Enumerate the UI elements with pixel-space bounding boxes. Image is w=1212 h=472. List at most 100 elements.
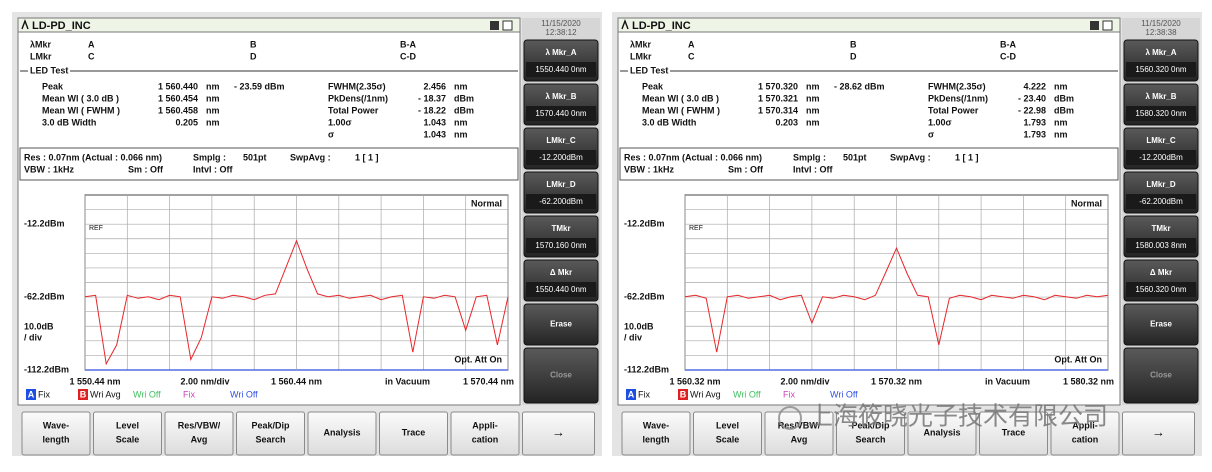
setting: Sm : Off (128, 164, 164, 174)
softkey[interactable] (1123, 303, 1199, 346)
setting: VBW : 1kHz (24, 164, 75, 174)
x-tick-label: 1 550.44 nm (69, 376, 120, 386)
result-unit: nm (206, 105, 220, 115)
result-unit: nm (1054, 129, 1068, 139)
result-label: PkDens(/1nm) (328, 93, 388, 103)
function-button[interactable] (21, 411, 91, 456)
function-button[interactable] (164, 411, 234, 456)
button-label: Analysis (323, 427, 360, 437)
marker-label: D (850, 51, 857, 61)
button-label: Analysis (923, 427, 960, 437)
softkey-value: 1560.320 0nm (1135, 65, 1186, 74)
function-button[interactable] (1050, 411, 1120, 456)
setting: SwpAvg : (890, 152, 931, 162)
function-button[interactable] (979, 411, 1048, 456)
section-title: LED Test (630, 65, 668, 75)
softkey-label: Δ Mkr (1150, 268, 1172, 277)
watermark-logo (778, 406, 802, 430)
setting: Res : 0.07nm (Actual : 0.066 nm) (624, 152, 762, 162)
watermark: 上海筱晓光子技术有限公司 (808, 403, 1108, 431)
result-value: 1 570.314 (758, 105, 798, 115)
settings-box (619, 147, 1119, 181)
result-unit: nm (806, 81, 820, 91)
result-unit: nm (1054, 81, 1068, 91)
function-button[interactable] (379, 411, 448, 456)
softkey-value-box (1126, 282, 1196, 297)
softkey-value-box (526, 194, 596, 209)
button-label: Avg (791, 434, 808, 444)
softkey[interactable] (523, 347, 599, 404)
x-tick-label: 1 570.44 nm (463, 376, 514, 386)
button-label: cation (1072, 434, 1099, 444)
result-label: Peak (42, 81, 64, 91)
time: 12:38:12 (545, 28, 577, 37)
function-button[interactable] (693, 411, 762, 456)
result-unit: dBm (1054, 105, 1074, 115)
marker-label: A (688, 39, 695, 49)
result-value: - 22.98 (1018, 105, 1046, 115)
setting: 501pt (243, 152, 267, 162)
result-label: Peak (642, 81, 664, 91)
legend-label: Fix (38, 389, 50, 399)
result-unit: nm (454, 117, 468, 127)
legend-label: Wri Off (133, 389, 161, 399)
span-label: 2.00 nm/div (780, 376, 829, 386)
function-button[interactable] (522, 411, 595, 456)
result-unit: nm (454, 129, 468, 139)
function-button[interactable] (93, 411, 162, 456)
function-button[interactable] (836, 411, 905, 456)
result-value: 1.043 (423, 129, 446, 139)
legend-key-label: B (680, 389, 687, 399)
marker-label: C-D (1000, 51, 1016, 61)
softkey-value: 1570.440 0nm (535, 109, 586, 118)
result-unit: nm (454, 81, 468, 91)
window-icon (1090, 21, 1099, 30)
trace (84, 239, 509, 366)
softkey-value-box (526, 150, 596, 165)
softkey-value-box (526, 62, 596, 77)
softkey-value: 1550.440 0nm (535, 65, 586, 74)
button-label: length (43, 434, 70, 444)
trace (684, 246, 1109, 353)
result-value: 0.203 (775, 117, 798, 127)
result-value: 2.456 (423, 81, 446, 91)
result-label: PkDens(/1nm) (928, 93, 988, 103)
legend-label: Fix (638, 389, 650, 399)
function-button[interactable] (1122, 411, 1195, 456)
ref-label: REF (689, 225, 703, 232)
ref-label: REF (89, 225, 103, 232)
result-value: 1 570.321 (758, 93, 798, 103)
function-button[interactable] (621, 411, 691, 456)
date: 11/15/2020 (541, 19, 581, 28)
display-mode: Normal (1071, 198, 1102, 208)
function-button[interactable] (450, 411, 520, 456)
attenuator: Opt. Att On (454, 354, 502, 364)
legend-key (78, 389, 88, 400)
setting: Smplg : (193, 152, 226, 162)
softkey-label: LMkr_C (1146, 136, 1176, 145)
softkey[interactable] (523, 303, 599, 346)
legend-key (626, 389, 636, 400)
title-icon (21, 19, 29, 30)
result-unit: nm (206, 81, 220, 91)
legend-key-label: A (628, 389, 635, 399)
button-label: Scale (716, 434, 740, 444)
softkey[interactable] (1123, 347, 1199, 404)
function-button[interactable] (236, 411, 305, 456)
legend-label: Wri Avg (90, 389, 121, 399)
function-button[interactable] (907, 411, 977, 456)
result-value: 1 560.440 (158, 81, 198, 91)
softkey-value: -62.200dBm (539, 197, 583, 206)
softkey-value-box (1126, 238, 1196, 253)
softkey-value: 1580.003 8nm (1135, 241, 1186, 250)
window-title: LD-PD_INC (632, 20, 691, 32)
button-label: Appli- (1072, 420, 1098, 430)
softkey-value: 1560.320 0nm (1135, 285, 1186, 294)
result-value: 1.793 (1023, 129, 1046, 139)
function-button[interactable] (307, 411, 377, 456)
marker-label: LMkr (30, 51, 52, 61)
setting: SwpAvg : (290, 152, 331, 162)
button-label: Level (116, 420, 139, 430)
softkey-label: TMkr (1151, 224, 1170, 233)
